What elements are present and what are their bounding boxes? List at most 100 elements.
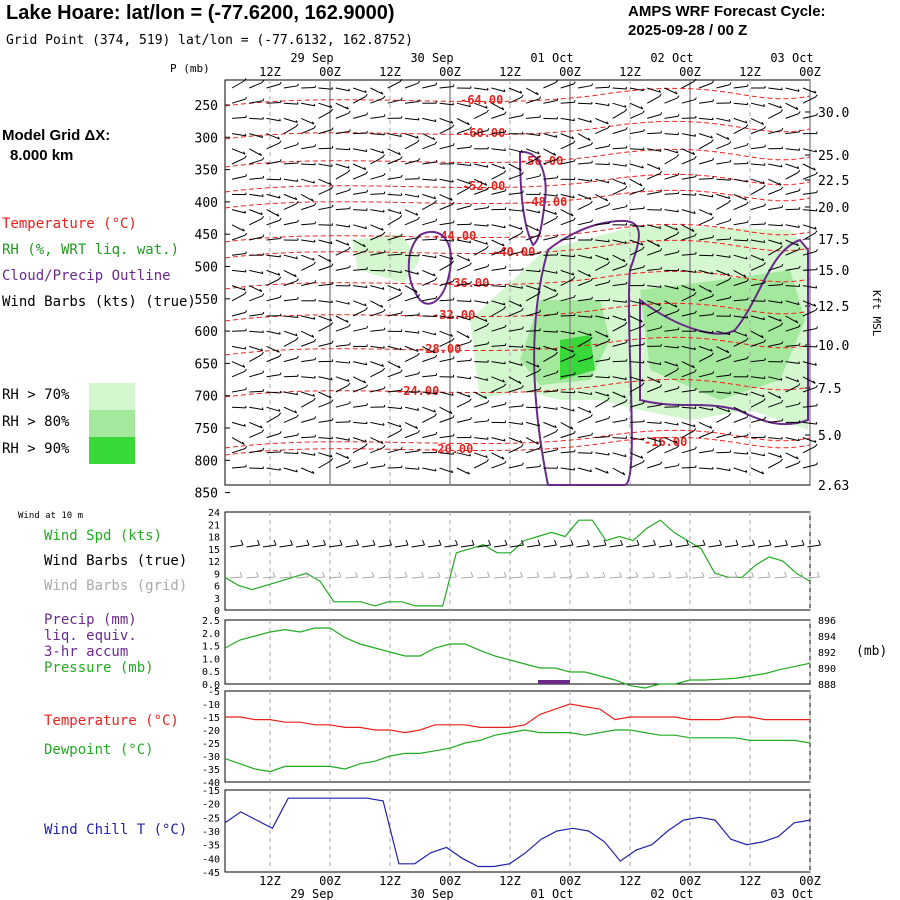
surface-barb-grid-flag	[586, 571, 589, 578]
wind-barb	[301, 376, 316, 379]
wind-barb-flag	[279, 118, 281, 121]
wind-barb	[352, 376, 366, 384]
wind-barb-flag	[778, 395, 782, 399]
wind-barb	[750, 400, 764, 408]
wind-barb	[231, 80, 245, 89]
wind-barb	[664, 465, 679, 469]
wind-barb	[664, 310, 678, 317]
wind-barb	[491, 300, 506, 306]
wind-barb-flag	[261, 135, 264, 138]
wind-barb-flag	[486, 322, 490, 326]
wind-barb-flag	[796, 456, 799, 460]
wind-barb	[301, 418, 315, 423]
surface-barb-grid	[345, 576, 358, 579]
wind-barb	[404, 193, 419, 198]
wind-barb	[353, 268, 368, 271]
wind-barb-flag	[487, 341, 490, 344]
wind-barb	[387, 193, 402, 196]
wind-barb	[543, 390, 558, 393]
wind-barb-flag	[589, 196, 592, 200]
wind-barb	[300, 399, 314, 408]
wind-barb	[301, 281, 315, 287]
wind-barb-flag	[261, 293, 265, 297]
wind-barb-flag	[642, 187, 645, 191]
surface-barb-true-flag	[801, 539, 805, 546]
wind-barb	[231, 234, 246, 241]
wind-barb-flag	[452, 415, 455, 418]
wind-barb	[318, 102, 332, 109]
wind-barb-flag	[331, 127, 334, 130]
wind-barb	[802, 464, 817, 469]
wind-barb	[370, 300, 383, 308]
wind-barb-flag	[607, 180, 610, 184]
wind-barb	[318, 391, 332, 399]
temperature-contour	[224, 270, 811, 290]
wind-barb-flag	[279, 295, 282, 298]
surface-barb-grid	[741, 576, 754, 579]
wind-barb	[370, 329, 385, 332]
surface-barb-grid-flag	[322, 571, 325, 578]
wind-barb	[318, 437, 333, 440]
wind-barb-flag	[694, 446, 697, 450]
wind-barb	[681, 345, 696, 351]
wind-barb-flag	[677, 308, 680, 312]
surface-barb-grid-flag	[685, 571, 688, 578]
wind-barb-flag	[538, 210, 541, 213]
wind-barb-flag	[435, 431, 438, 435]
wind-barb-flag	[468, 185, 472, 189]
wind-barb	[664, 192, 679, 195]
wind-barb-flag	[365, 226, 368, 229]
wind-barb	[301, 223, 316, 226]
surface-barb-grid	[444, 576, 457, 579]
wind-barb	[231, 98, 246, 104]
wind-barb	[387, 158, 401, 165]
wind-barb	[474, 452, 488, 459]
surface-barb-true	[229, 544, 244, 548]
wind-barb	[525, 157, 539, 165]
surface-barb-grid	[708, 576, 721, 579]
wind-barb	[526, 388, 540, 393]
wind-barb	[370, 345, 385, 349]
wind-barb	[716, 297, 731, 302]
cloud-outline	[639, 238, 809, 426]
wind-barb-flag	[710, 348, 713, 352]
wind-barb	[802, 421, 817, 425]
surface-barb-grid	[510, 576, 523, 579]
wind-barb	[698, 82, 713, 89]
wind-barb-flag	[485, 318, 488, 322]
wind-barb	[335, 344, 350, 347]
wind-label-0: Wind Spd (kts)	[44, 528, 163, 544]
wind-barb	[664, 285, 679, 290]
surface-barb-true-flag	[257, 539, 260, 546]
wind-barb-flag	[347, 165, 350, 169]
wind-barb-flag	[675, 227, 678, 231]
wind-barb	[387, 285, 401, 292]
wind-barb-flag	[709, 289, 712, 293]
wind-barb	[647, 404, 662, 408]
wind-barb	[318, 254, 332, 263]
wind-barb	[301, 359, 316, 363]
wind-barb-flag	[797, 169, 801, 173]
wind-barb	[318, 87, 333, 90]
wind-barb	[526, 466, 541, 469]
wind-barb-flag	[260, 212, 263, 215]
wind-barb	[750, 315, 765, 321]
surface-barb-grid-flag	[784, 571, 787, 578]
surface-barb-grid	[609, 576, 622, 579]
temperature-contour-label: -52.00	[462, 179, 505, 193]
time-tick-top: 00Z	[799, 65, 821, 79]
wind-barb	[785, 190, 800, 195]
wind-barb-flag	[365, 285, 368, 288]
wind-barb	[456, 391, 471, 398]
wind-barb	[629, 189, 644, 195]
wind-barb-flag	[605, 334, 609, 338]
wind-barb-flag	[556, 234, 559, 237]
wind-barb-flag	[452, 201, 455, 205]
wind-barb-flag	[798, 401, 801, 405]
wind-barb-flag	[623, 181, 626, 185]
surface-barb-true-flag	[752, 539, 755, 546]
wind-barb	[785, 172, 799, 180]
wind-barb-flag	[330, 322, 334, 326]
wind-barb	[491, 308, 504, 317]
wind-barb-flag	[659, 93, 662, 97]
